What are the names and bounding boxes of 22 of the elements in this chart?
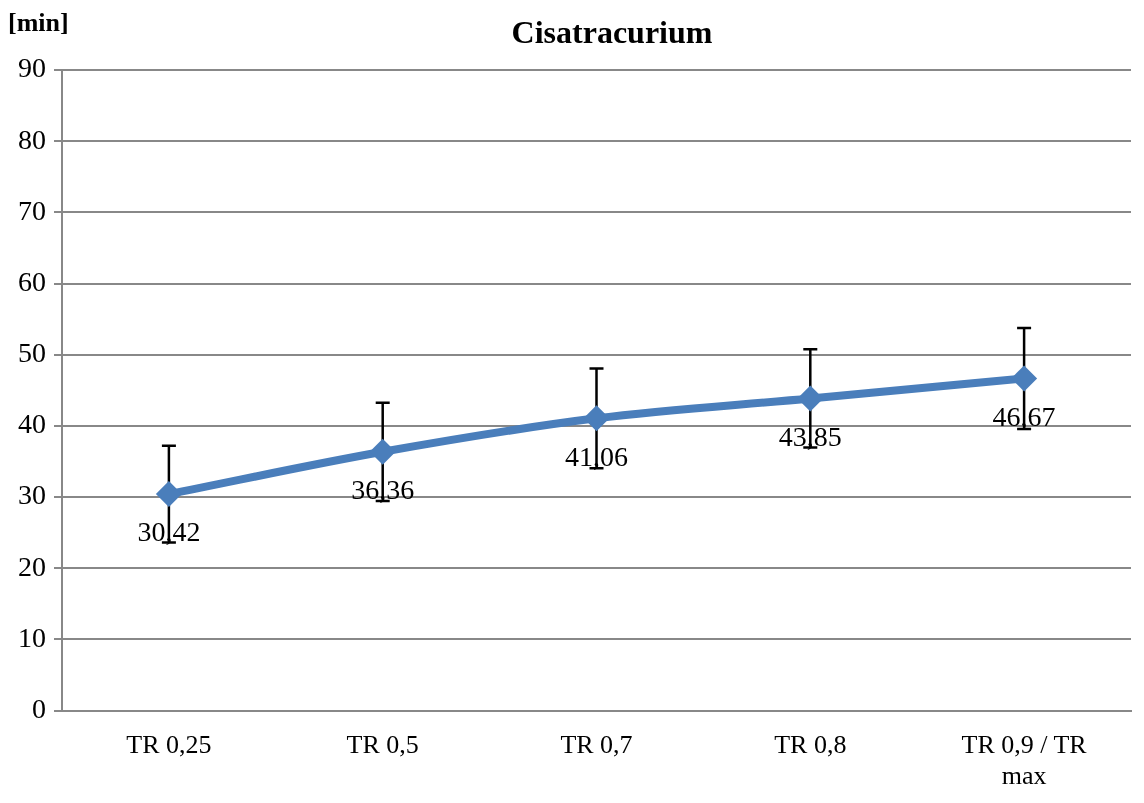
y-tick-label: 0 — [32, 692, 46, 724]
chart-title: Cisatracurium — [510, 14, 714, 51]
y-tick-label: 70 — [18, 194, 46, 226]
point — [155, 481, 182, 508]
y-tick-label: 80 — [18, 123, 46, 155]
x-tick-label: TR 0,5 — [346, 730, 419, 760]
point — [369, 438, 396, 465]
y-tick-label: 20 — [18, 550, 46, 582]
point — [797, 385, 824, 412]
y-axis-title: [min] — [8, 8, 69, 38]
point — [1011, 365, 1038, 392]
y-tick-label: 90 — [18, 52, 46, 84]
x-tick-label: TR 0,8 — [774, 730, 847, 760]
y-tick-label: 50 — [18, 337, 46, 369]
y-tick-label: 10 — [18, 621, 46, 653]
y-tick-label: 40 — [18, 408, 46, 440]
y-tick-label: 60 — [18, 265, 46, 297]
x-tick-label: TR 0,25 — [126, 730, 212, 760]
x-tick-label: TR 0,7 — [560, 730, 633, 760]
y-tick-label: 30 — [18, 479, 46, 511]
x-tick-label: TR 0,9 / TR max — [961, 730, 1088, 791]
point — [583, 405, 610, 432]
